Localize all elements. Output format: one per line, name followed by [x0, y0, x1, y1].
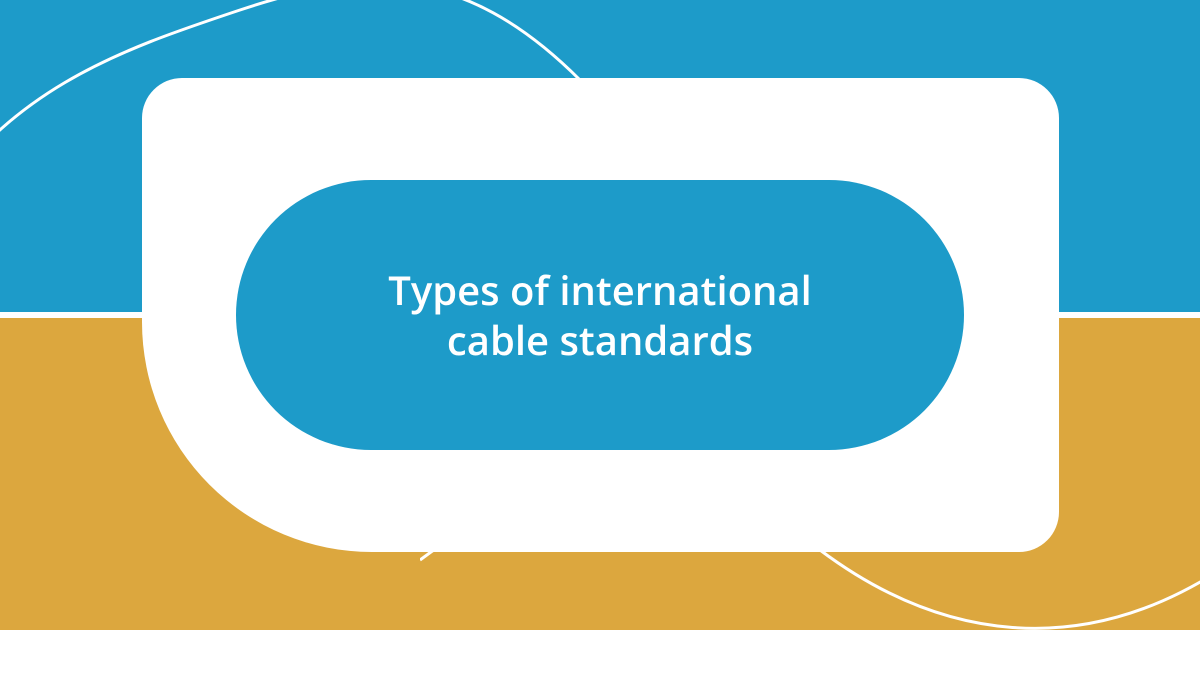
title-line-2: cable standards: [447, 312, 753, 367]
page-title: Types of international cable standards: [388, 265, 812, 365]
title-line-1: Types of international: [388, 262, 812, 317]
title-pill: Types of international cable standards: [236, 180, 964, 450]
